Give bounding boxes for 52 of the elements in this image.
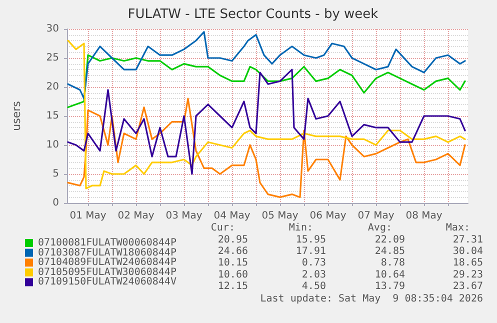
y-tick-label: 20: [46, 82, 59, 92]
line-series: [67, 54, 466, 108]
x-tick-label: 01 May: [70, 210, 106, 222]
x-tick-label: 02 May: [118, 210, 154, 222]
legend-label: 07109150FULATW24060844V: [38, 276, 176, 288]
text: Min:: [288, 222, 313, 234]
text: 15.95: [296, 234, 326, 246]
y-tick-label: 10: [46, 140, 59, 150]
text: 0.73: [302, 258, 326, 269]
text: 17.91: [296, 246, 326, 258]
text: Avg:: [368, 222, 392, 234]
text: 10.64: [374, 269, 405, 280]
x-tick-label: 03 May: [166, 210, 202, 222]
text: 22.09: [374, 234, 405, 246]
y-tick-label: 0: [52, 198, 59, 208]
text: 18.65: [452, 258, 483, 269]
text: 2.03: [302, 269, 326, 280]
line-series: [67, 98, 466, 198]
y-tick-label: 5: [52, 168, 59, 180]
text: 4.50: [302, 280, 326, 292]
text: 20.95: [218, 234, 248, 246]
y-tick-label: 15: [46, 110, 59, 122]
text: 8.78: [380, 258, 405, 269]
line-series: [67, 68, 466, 175]
text: 24.85: [374, 246, 405, 258]
legend-label: 07104089FULATW24060844P: [38, 257, 176, 268]
text: 27.31: [452, 234, 483, 246]
line-series: [67, 40, 466, 190]
legend-label: 07100081FULATW00060844P: [38, 238, 176, 248]
legend-label: 07103087FULATW18060844P: [38, 247, 176, 258]
legend-label: 07105095FULATW30060844P: [38, 266, 176, 278]
y-axis-title: users: [10, 100, 23, 131]
x-tick-label: 07 May: [358, 210, 394, 222]
text: 10.60: [218, 269, 248, 280]
x-tick-label: 08 May: [406, 210, 442, 222]
text: Max:: [446, 222, 470, 234]
line-series: [67, 31, 466, 100]
chart-title: FULATW - LTE Sector Counts - by week: [128, 7, 379, 22]
text: 24.66: [218, 246, 248, 258]
text: 13.79: [374, 280, 405, 292]
x-tick-label: 06 May: [310, 210, 346, 222]
x-tick-label: 04 May: [214, 210, 250, 222]
y-tick-label: 25: [46, 52, 59, 64]
text: 12.15: [218, 280, 248, 292]
text: 10.15: [218, 258, 248, 269]
text: 29.23: [452, 269, 483, 280]
text: Cur:: [210, 222, 235, 234]
x-tick-label: 05 May: [262, 210, 298, 222]
text: 30.04: [452, 246, 483, 258]
text: Last update: Sat May 9 08:35:04 2026: [260, 294, 483, 304]
y-tick-label: 30: [46, 24, 59, 34]
text: 23.67: [452, 280, 483, 292]
